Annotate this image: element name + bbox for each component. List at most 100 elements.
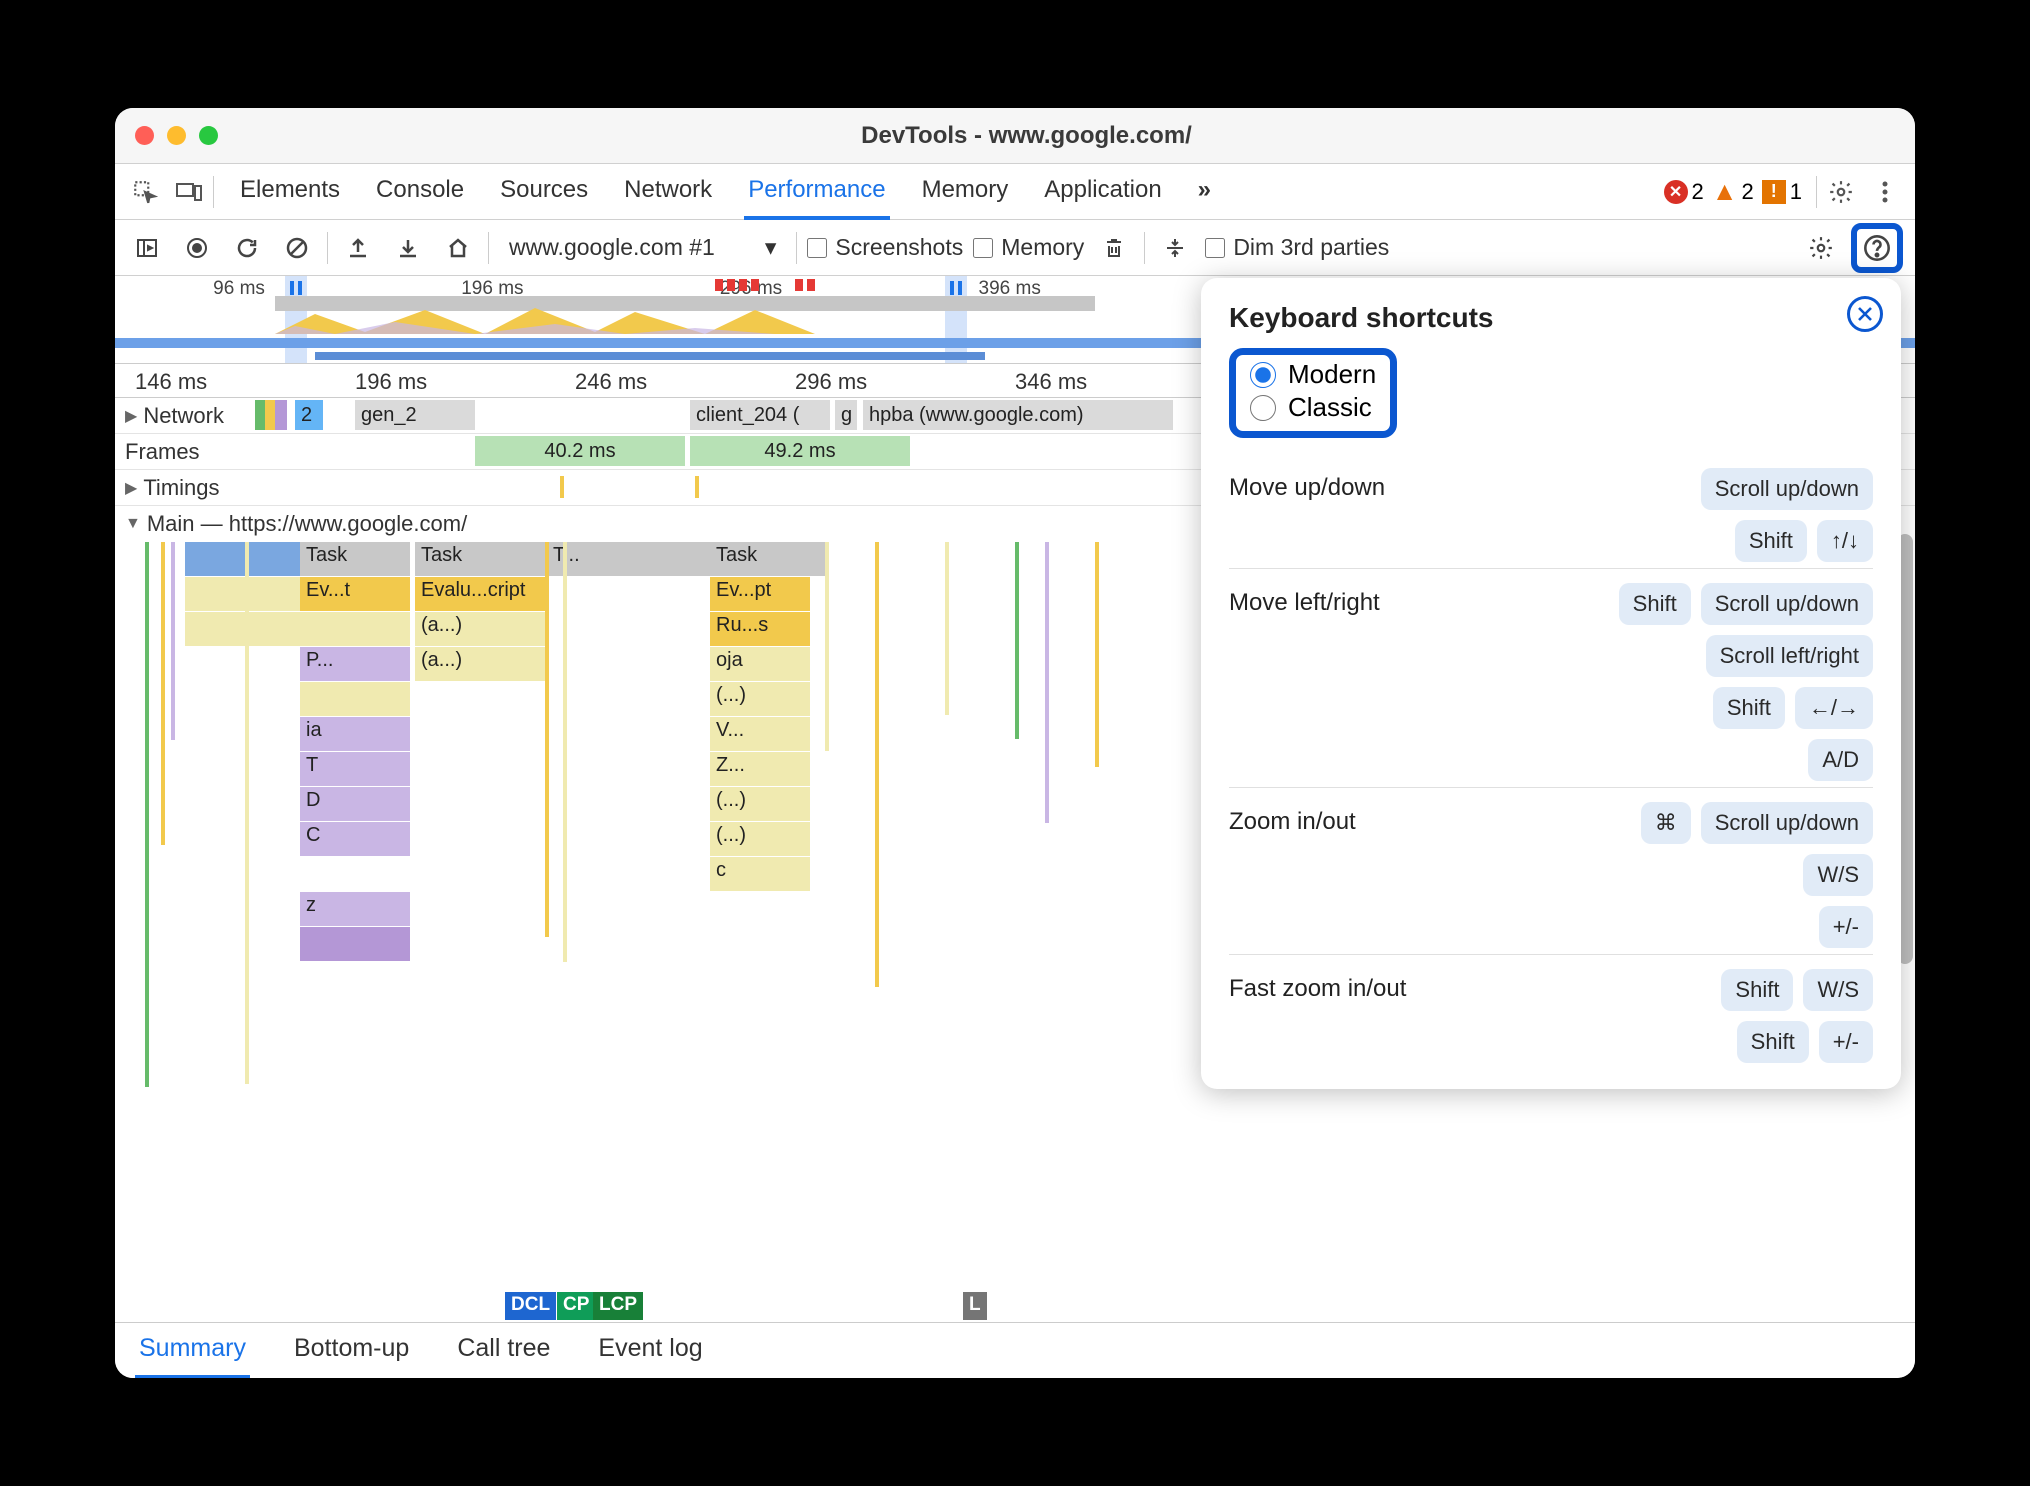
home-icon[interactable] [438,228,478,268]
tab-network[interactable]: Network [620,164,716,220]
flame-cell[interactable]: T [300,752,410,786]
flame-cell[interactable]: P... [300,647,410,681]
key-badge: Scroll up/down [1701,802,1873,844]
close-icon[interactable] [1847,296,1883,332]
flame-cell[interactable] [300,857,410,891]
upload-icon[interactable] [338,228,378,268]
timing-marker[interactable]: DCL [505,1292,556,1320]
memory-checkbox[interactable]: Memory [973,234,1084,261]
help-icon[interactable] [1860,231,1894,265]
tab-application[interactable]: Application [1040,164,1165,220]
flame-cell[interactable]: C [300,822,410,856]
timing-marker[interactable]: L [963,1292,987,1320]
tab-sources[interactable]: Sources [496,164,592,220]
key-badge: W/S [1803,969,1873,1011]
tab-overflow[interactable]: » [1194,164,1215,220]
tab-memory[interactable]: Memory [918,164,1013,220]
flame-cell[interactable]: Ev...t [300,577,410,611]
flame-cell[interactable]: z [300,892,410,926]
inspect-icon[interactable] [125,172,165,212]
flame-cell[interactable]: Ev...pt [710,577,810,611]
flame-cell[interactable]: (...) [710,787,810,821]
download-icon[interactable] [388,228,428,268]
flame-column[interactable]: TaskEvalu...cript(a...)(a...) [415,542,545,681]
collapse-icon[interactable] [1155,228,1195,268]
key-badge: Shift [1619,583,1691,625]
network-chip[interactable]: g [835,400,857,430]
flame-cell[interactable]: Task [710,542,810,576]
tab-elements[interactable]: Elements [236,164,344,220]
frame-chip[interactable]: 40.2 ms [475,436,685,466]
flame-cell[interactable]: Z... [710,752,810,786]
warning-count: 2 [1742,179,1754,205]
flame-cell[interactable]: Ru...s [710,612,810,646]
device-toggle-icon[interactable] [169,172,209,212]
toggle-sidebar-icon[interactable] [127,228,167,268]
radio-modern[interactable]: Modern [1250,359,1376,390]
gc-icon[interactable] [1094,228,1134,268]
timing-markers: DCLCPLCP L [115,1292,1915,1322]
flame-cell[interactable]: oja [710,647,810,681]
traffic-close[interactable] [135,126,154,145]
separator [488,232,489,264]
flame-cell[interactable]: D [300,787,410,821]
flame-column[interactable]: TaskEv...t P... iaTDCz [300,542,410,961]
traffic-zoom[interactable] [199,126,218,145]
recording-name: www.google.com #1 [509,234,715,261]
overview-wave [275,296,1095,334]
record-icon[interactable] [177,228,217,268]
flame-cell[interactable]: Task [415,542,545,576]
radio-classic[interactable]: Classic [1250,392,1376,423]
shortcuts-popover: Keyboard shortcuts Modern Classic Move u… [1201,278,1901,1089]
network-chip[interactable]: 2 [295,400,323,430]
btab-summary[interactable]: Summary [135,1322,250,1378]
tab-console[interactable]: Console [372,164,468,220]
popover-title: Keyboard shortcuts [1229,302,1873,334]
flame-cell[interactable]: Evalu...cript [415,577,545,611]
flame-cell[interactable]: (...) [710,822,810,856]
btab-bottom-up[interactable]: Bottom-up [290,1322,413,1378]
flame-cell[interactable] [300,927,410,961]
screenshots-checkbox[interactable]: Screenshots [807,234,963,261]
dim-3rd-parties-checkbox[interactable]: Dim 3rd parties [1205,234,1389,261]
separator [1816,176,1817,208]
perf-settings-icon[interactable] [1801,228,1841,268]
flame-cell[interactable]: V... [710,717,810,751]
timing-marker[interactable]: LCP [593,1292,643,1320]
performance-toolbar: www.google.com #1 ▾ Screenshots Memory D… [115,220,1915,276]
recording-picker[interactable]: www.google.com #1 ▾ [499,230,786,265]
shortcut-row: Move up/downScroll up/downShift↑/↓ [1229,454,1873,568]
tab-performance[interactable]: Performance [744,164,889,220]
clear-icon[interactable] [277,228,317,268]
flame-cell[interactable]: (...) [710,682,810,716]
flame-cell[interactable] [300,682,410,716]
reload-record-icon[interactable] [227,228,267,268]
key-badge: Scroll up/down [1701,468,1873,510]
flame-cell[interactable]: (a...) [415,612,545,646]
network-chip[interactable]: gen_2 [355,400,475,430]
key-badge: Shift [1721,969,1793,1011]
flame-cell[interactable]: ia [300,717,410,751]
traffic-minimize[interactable] [167,126,186,145]
warning-badge[interactable]: ▲ 2 [1712,176,1754,207]
frame-chip[interactable]: 49.2 ms [690,436,910,466]
btab-call-tree[interactable]: Call tree [453,1322,554,1378]
flame-cell[interactable]: c [710,857,810,891]
traffic-lights [135,126,218,145]
titlebar: DevTools - www.google.com/ [115,108,1915,164]
more-icon[interactable] [1865,172,1905,212]
flame-cell[interactable]: (a...) [415,647,545,681]
status-badges: ✕ 2 ▲ 2 ! 1 [1664,176,1802,207]
flame-column[interactable]: TaskEv...ptRu...soja(...)V...Z...(...)(.… [710,542,810,891]
network-chip[interactable]: client_204 ( [690,400,830,430]
btab-event-log[interactable]: Event log [594,1322,706,1378]
network-chip[interactable]: hpba (www.google.com) [863,400,1173,430]
error-badge[interactable]: ✕ 2 [1664,179,1704,205]
issue-badge[interactable]: ! 1 [1762,179,1802,205]
key-badge: +/- [1819,1021,1873,1063]
flame-cell[interactable] [300,612,410,646]
timing-marker[interactable]: CP [557,1292,595,1320]
flame-cell[interactable]: Task [300,542,410,576]
key-badge: Scroll left/right [1706,635,1873,677]
settings-icon[interactable] [1821,172,1861,212]
